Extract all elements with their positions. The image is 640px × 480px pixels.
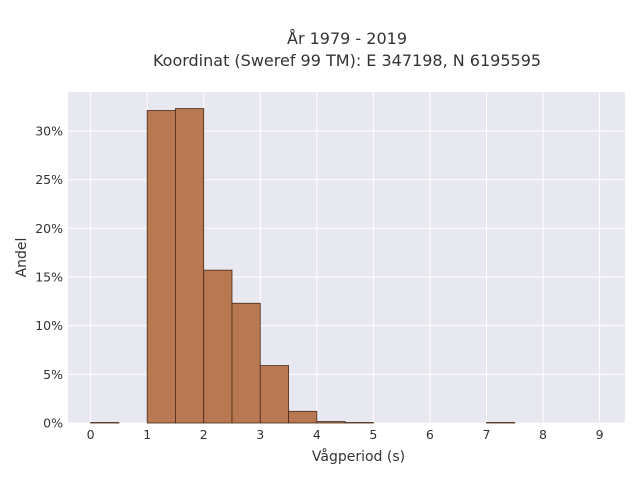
chart-subtitle: Koordinat (Sweref 99 TM): E 347198, N 61… [152,51,542,70]
histogram-bar [231,302,261,424]
y-tick-label: 15% [35,269,63,284]
chart-title: År 1979 - 2019 [287,29,407,48]
y-tick-label: 25% [35,172,63,187]
chart-title-block: År 1979 - 2019 Koordinat (Sweref 99 TM):… [0,28,640,72]
histogram-bar [288,410,318,424]
y-tick-label: 10% [35,318,63,333]
y-tick-label: 20% [35,221,63,236]
histogram-bar [259,365,289,424]
histogram-bar [146,110,176,424]
x-tick-label: 3 [256,427,264,442]
y-axis-title: Andel [14,238,30,278]
y-tick-label: 30% [35,123,63,138]
x-tick-labels: 0 1 2 3 4 5 6 7 8 9 [87,427,604,442]
x-axis-title: Vågperiod (s) [312,448,405,465]
y-tick-label: 0% [43,416,63,431]
bars [90,108,516,424]
x-tick-label: 8 [539,427,547,442]
histogram-bar [486,422,516,424]
y-tick-label: 5% [43,367,63,382]
x-tick-label: 0 [87,427,95,442]
x-tick-label: 7 [482,427,490,442]
histogram-bar [344,422,374,424]
x-tick-label: 6 [426,427,434,442]
x-tick-label: 2 [200,427,208,442]
y-tick-labels: 0% 5% 10% 15% 20% 25% 30% [35,123,63,430]
histogram-bar [203,269,233,424]
histogram-bar [175,108,205,424]
x-tick-label: 4 [313,427,321,442]
histogram-bar [316,421,346,424]
x-tick-label: 9 [596,427,604,442]
x-tick-label: 5 [369,427,377,442]
x-tick-label: 1 [143,427,151,442]
histogram-bar [90,422,120,424]
